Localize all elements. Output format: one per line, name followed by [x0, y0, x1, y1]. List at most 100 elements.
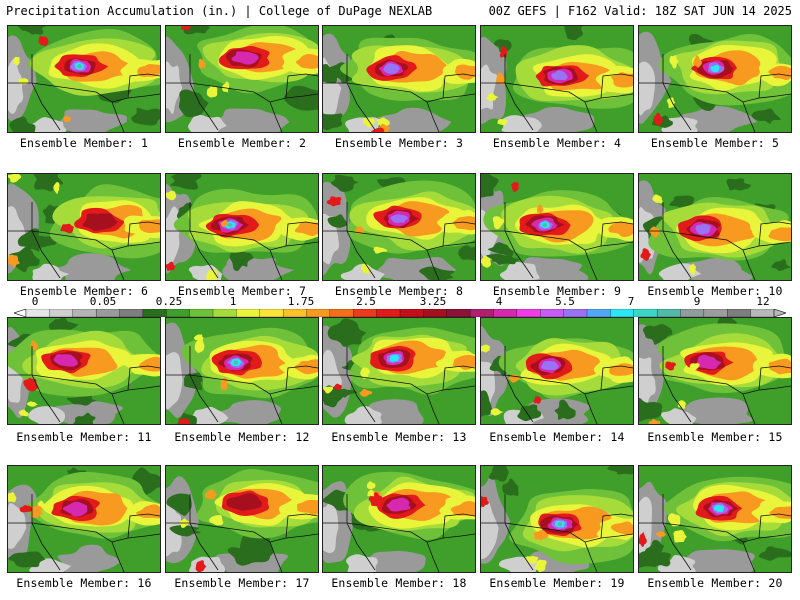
ensemble-member-label: Ensemble Member: 11: [16, 430, 152, 444]
colorbar-swatch: [750, 309, 775, 317]
ensemble-panel: [322, 317, 476, 425]
colorbar-swatch: [49, 309, 74, 317]
colorbar-swatch: [399, 309, 424, 317]
colorbar-swatch: [703, 309, 728, 317]
precip-map: [639, 174, 791, 280]
colorbar-tick-label: 1: [229, 295, 237, 308]
colorbar-tick-label: 7: [627, 295, 635, 308]
ensemble-panel: [480, 173, 634, 281]
colorbar-swatch: [353, 309, 378, 317]
colorbar-swatch: [95, 309, 120, 317]
colorbar-swatch: [586, 309, 611, 317]
precip-map: [166, 26, 318, 132]
colorbar-swatch: [493, 309, 518, 317]
colorbar-swatch: [212, 309, 237, 317]
colorbar-swatch: [142, 309, 167, 317]
colorbar-tick-label: 0.25: [155, 295, 183, 308]
colorbar-swatch: [282, 309, 307, 317]
ensemble-member-label: Ensemble Member: 1: [19, 136, 149, 150]
ensemble-panel: [7, 317, 161, 425]
ensemble-panel: [7, 173, 161, 281]
ensemble-member-label: Ensemble Member: 3: [334, 136, 464, 150]
precip-map: [323, 318, 475, 424]
ensemble-panel: [165, 317, 319, 425]
ensemble-member-label: Ensemble Member: 8: [334, 284, 464, 298]
precip-map: [639, 318, 791, 424]
colorbar-swatch: [259, 309, 284, 317]
ensemble-member-label: Ensemble Member: 12: [174, 430, 310, 444]
ensemble-panel: [165, 25, 319, 133]
colorbar-tick-label: 0: [31, 295, 39, 308]
precip-map: [639, 26, 791, 132]
ensemble-panel: [480, 465, 634, 573]
colorbar-swatch: [563, 309, 588, 317]
precip-map: [8, 466, 160, 572]
colorbar-tick-label: 5.5: [555, 295, 575, 308]
colorbar-swatch: [680, 309, 705, 317]
colorbar-swatch: [633, 309, 658, 317]
ensemble-panel: [638, 25, 792, 133]
ensemble-panel: [638, 317, 792, 425]
ensemble-panel: [165, 173, 319, 281]
colorbar-swatch: [656, 309, 681, 317]
ensemble-member-label: Ensemble Member: 9: [492, 284, 622, 298]
precip-map: [8, 174, 160, 280]
colorbar-swatch: [516, 309, 541, 317]
colorbar-tick-label: 9: [693, 295, 701, 308]
ensemble-panel: [638, 173, 792, 281]
colorbar-tick-label: 12: [756, 295, 770, 308]
colorbar-swatch: [329, 309, 354, 317]
colorbar-swatch: [540, 309, 565, 317]
colorbar-swatch: [376, 309, 401, 317]
header: Precipitation Accumulation (in.) | Colle…: [0, 0, 800, 22]
ensemble-member-label: Ensemble Member: 20: [647, 576, 783, 590]
colorbar-swatch: [423, 309, 448, 317]
ensemble-panel: [7, 25, 161, 133]
colorbar-swatch: [306, 309, 331, 317]
ensemble-member-label: Ensemble Member: 17: [174, 576, 310, 590]
precip-map: [481, 318, 633, 424]
precip-map: [8, 26, 160, 132]
ensemble-member-label: Ensemble Member: 16: [16, 576, 152, 590]
ensemble-member-label: Ensemble Member: 4: [492, 136, 622, 150]
ensemble-panel: [638, 465, 792, 573]
colorbar-swatch: [469, 309, 494, 317]
colorbar-swatch: [119, 309, 144, 317]
colorbar-swatch: [236, 309, 261, 317]
ensemble-member-label: Ensemble Member: 19: [489, 576, 625, 590]
colorbar-swatch: [189, 309, 214, 317]
colorbar: [14, 309, 786, 317]
ensemble-member-label: Ensemble Member: 15: [647, 430, 783, 444]
ensemble-member-label: Ensemble Member: 18: [331, 576, 467, 590]
colorbar-swatch: [25, 309, 50, 317]
ensemble-member-label: Ensemble Member: 13: [331, 430, 467, 444]
precip-map: [323, 466, 475, 572]
precip-map: [639, 466, 791, 572]
ensemble-member-label: Ensemble Member: 7: [177, 284, 307, 298]
colorbar-tick-label: 3.25: [419, 295, 447, 308]
colorbar-svg: [14, 309, 786, 317]
colorbar-swatch: [610, 309, 635, 317]
ensemble-panel: [322, 465, 476, 573]
ensemble-panel: [322, 173, 476, 281]
ensemble-panel: [322, 25, 476, 133]
precip-map: [166, 174, 318, 280]
precip-map: [166, 318, 318, 424]
precip-map: [481, 174, 633, 280]
ensemble-member-label: Ensemble Member: 10: [647, 284, 783, 298]
precip-map: [323, 26, 475, 132]
ensemble-panel: [480, 317, 634, 425]
run-valid-time: 00Z GEFS | F162 Valid: 18Z SAT JUN 14 20…: [488, 4, 792, 18]
product-title: Precipitation Accumulation (in.) | Colle…: [6, 4, 433, 18]
colorbar-tick-label: 2.5: [356, 295, 376, 308]
precip-map: [481, 466, 633, 572]
ensemble-member-label: Ensemble Member: 2: [177, 136, 307, 150]
colorbar-legend: 0 0.05 0.25 1 1.75 2.5 3.25 4 5.5 7 9 12: [0, 296, 800, 318]
colorbar-tick-label: 1.75: [287, 295, 315, 308]
precip-map: [323, 174, 475, 280]
colorbar-swatch: [446, 309, 471, 317]
colorbar-tick-label: 4: [495, 295, 503, 308]
ensemble-member-label: Ensemble Member: 5: [650, 136, 780, 150]
precip-map: [166, 466, 318, 572]
